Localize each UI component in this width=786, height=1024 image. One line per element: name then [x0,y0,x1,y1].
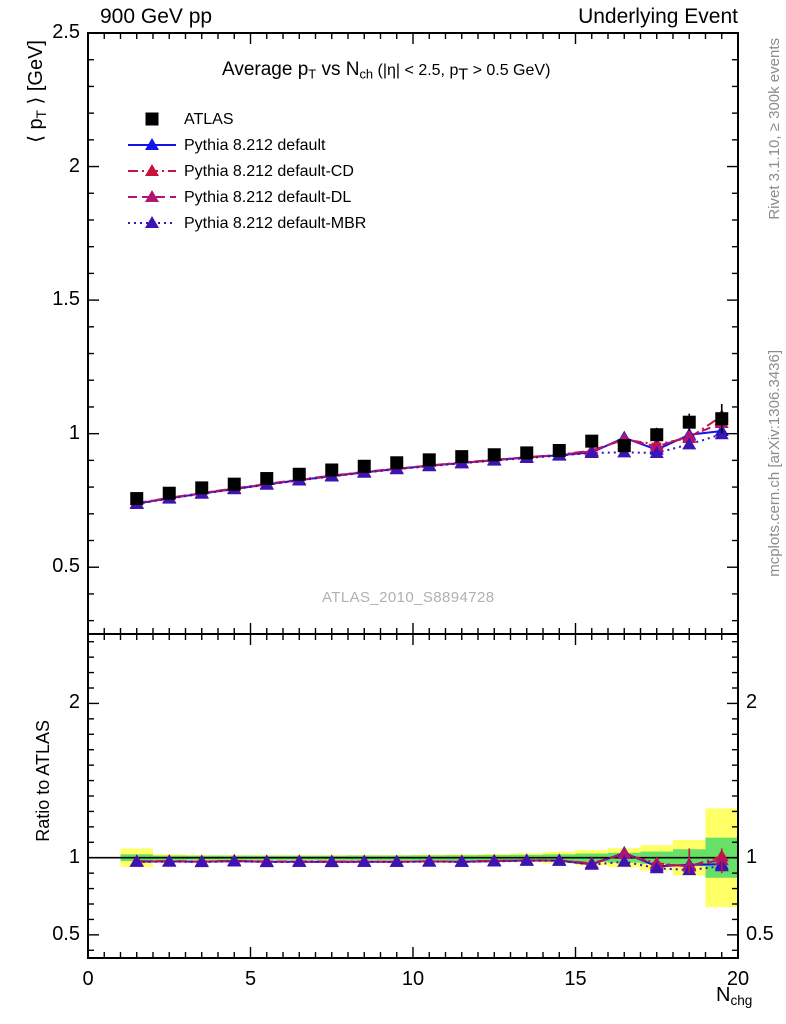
series-marker-triangle [259,855,274,868]
main-title-c-sub: T [458,66,469,84]
series-marker-square [455,450,469,464]
series-marker-triangle [519,853,534,866]
series-marker-square [552,443,566,457]
series-marker-square [585,434,599,448]
main-ytick-label: 1.5 [52,288,80,311]
series-marker-triangle [584,857,599,870]
main-title: Average pT vs Nch (|η| < 2.5, pT > 0.5 G… [222,60,550,83]
series-marker-square [130,492,144,506]
series-marker-triangle [145,164,159,177]
series-marker-triangle [487,854,502,867]
series-marker-triangle [552,853,567,866]
series-marker-square [617,439,631,453]
series-marker-triangle [324,855,339,868]
series-marker-square [325,463,339,477]
series-marker-square [227,477,241,491]
series-marker-triangle [617,854,632,867]
legend-label-4: Pythia 8.212 default-MBR [184,215,367,232]
series-marker-triangle [649,861,664,874]
series-marker-triangle [129,854,144,867]
series-marker-square [357,459,371,473]
ratio-ytick-label: 0.5 [52,922,80,945]
main-title-c: (|η| < 2.5, p [373,62,459,79]
series-marker-triangle [145,216,159,229]
series-marker-square [145,112,159,126]
dataset-watermark: ATLAS_2010_S8894728 [322,589,495,606]
main-title-a: Average p [222,59,309,80]
series-marker-triangle [617,846,632,859]
main-ytick-label: 1 [68,421,80,444]
series-marker-triangle [162,854,177,867]
xaxis-label: Nchg [716,985,752,1007]
series-marker-square [650,428,664,442]
series-marker-triangle [194,855,209,868]
series-marker-square [260,472,274,486]
series-marker-triangle [389,854,404,867]
legend-label-1: Pythia 8.212 default [184,137,326,154]
ratio-ytick-label-right: 2 [746,691,758,714]
ratio-ytick-label: 1 [68,845,80,868]
series-marker-triangle [682,429,697,442]
series-marker-square [195,481,209,495]
xtick-label: 20 [726,968,750,990]
series-marker-triangle [292,854,307,867]
xtick-label: 10 [401,968,425,990]
legend-label-3: Pythia 8.212 default-DL [184,189,352,206]
main-title-b: vs N [316,59,360,80]
xaxis-label-a-sub: chg [730,992,753,1008]
series-marker-triangle [454,854,469,867]
header-right: Underlying Event [578,5,738,28]
series-marker-triangle [145,190,159,203]
ratio-ytick-label: 2 [68,691,80,714]
main-title-b-sub: ch [359,66,374,82]
series-marker-triangle [649,439,664,452]
legend-label-2: Pythia 8.212 default-CD [184,163,354,180]
series-marker-square [715,412,729,426]
series-marker-square [292,467,306,481]
series-marker-triangle [422,854,437,867]
series-marker-square [682,415,696,429]
ratio-ytick-label-right: 0.5 [746,922,774,945]
xtick-label: 15 [564,968,587,990]
ratio-ytick-label-right: 1 [746,845,758,868]
series-marker-triangle [584,445,599,458]
xaxis-label-a: N [716,984,731,1006]
series-marker-square [487,448,501,462]
series-marker-triangle [649,445,664,458]
series-marker-square [162,486,176,500]
legend-label-0: ATLAS [184,111,234,128]
main-title-a-sub: T [308,66,317,82]
series-marker-square [520,446,534,460]
series-marker-triangle [682,437,697,450]
main-ytick-label: 2 [68,154,80,177]
main-ytick-label: 2.5 [52,21,80,43]
main-ytick-label: 0.5 [52,555,80,578]
series-marker-triangle [227,854,242,867]
header-left: 900 GeV pp [100,5,213,28]
series-marker-triangle [357,854,372,867]
legend: ATLAS Pythia 8.212 default Pythia 8.212 … [184,112,366,242]
series-marker-square [422,453,436,467]
main-title-d: > 0.5 GeV) [468,62,551,79]
series-marker-triangle [145,138,159,151]
xtick-label: 0 [82,968,94,990]
xtick-label: 5 [244,968,257,990]
series-marker-square [390,456,404,470]
